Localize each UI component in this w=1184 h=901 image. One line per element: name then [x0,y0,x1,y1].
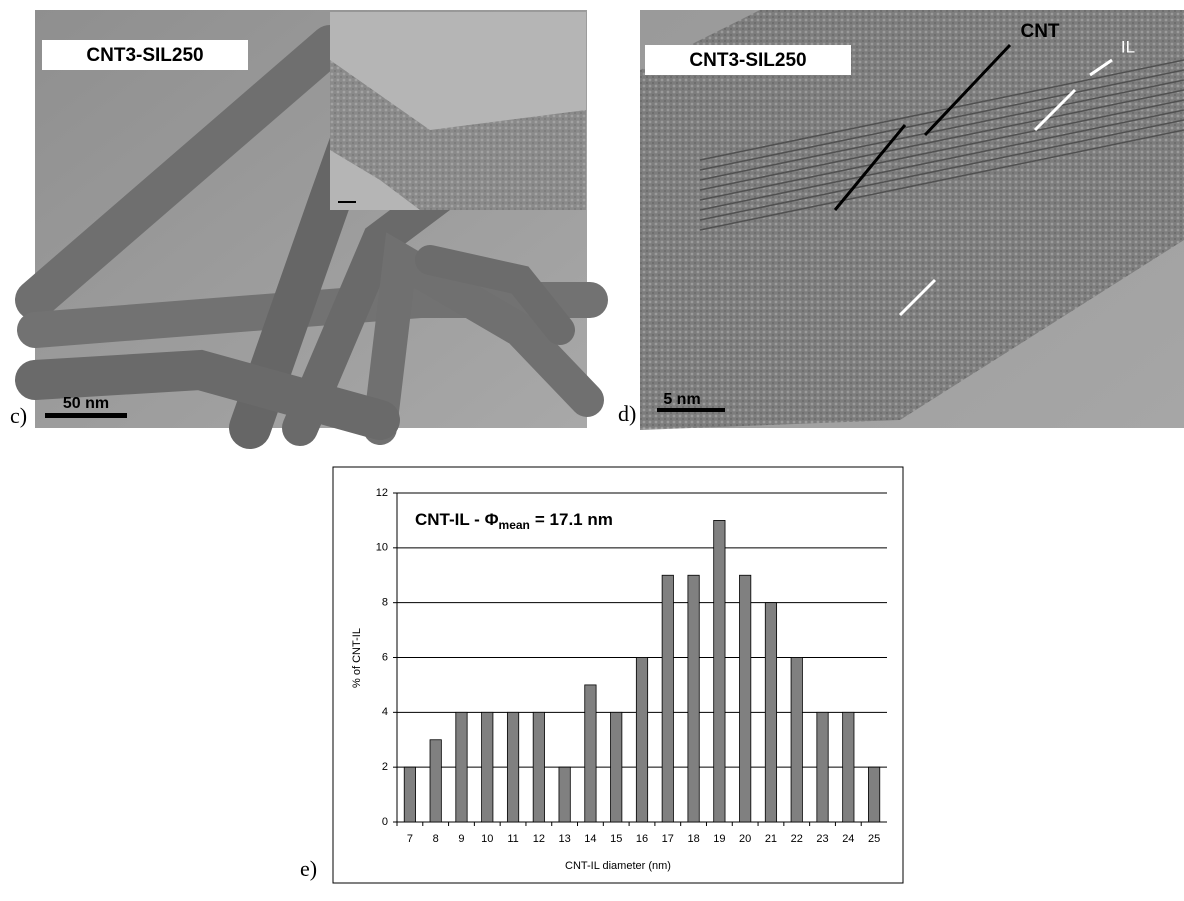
bar [635,657,649,823]
x-tick-label: 10 [481,833,493,845]
lattice-fringes [699,59,1184,231]
x-tick-label: 24 [842,833,854,845]
white-arrows [898,58,1113,317]
scale-label: 5 nm [663,391,700,408]
panel-c: CNT3-SIL250 50 nm c) [10,10,608,449]
x-axis-label: CNT-IL diameter (nm) [565,860,671,872]
x-tick-label: 16 [636,833,648,845]
x-tick-label: 21 [765,833,777,845]
arrow-label: CNT [1020,21,1059,42]
black-arrows [833,43,1012,211]
chart-title: CNT-IL - Φmean = 17.1 nm [415,510,613,532]
bar [455,711,468,823]
bar [403,766,416,823]
bar [584,684,597,823]
x-tick-label: 14 [584,833,596,845]
scale-bar [45,413,127,418]
y-tick-label: 0 [382,816,388,828]
x-tick-label: 18 [687,833,699,845]
bar [713,520,726,823]
sample-label: CNT3-SIL250 [689,50,806,71]
title-suffix: = 17.1 nm [535,510,613,529]
bar [687,574,700,823]
x-tick-label: 22 [791,833,803,845]
bar [558,766,571,823]
bar [481,711,494,823]
x-tick-label: 20 [739,833,751,845]
x-tick-label: 17 [662,833,674,845]
label-box [645,45,851,75]
inset-tube [330,60,586,210]
x-tick-label: 19 [713,833,725,845]
x-tick-label: 12 [533,833,545,845]
panel-letter: d) [618,401,636,426]
title-subscript: mean [499,518,530,532]
sample-label: CNT3-SIL250 [86,45,203,66]
x-tick-label: 25 [868,833,880,845]
scale-label: 50 nm [63,395,109,412]
y-tick-label: 4 [382,706,388,718]
x-tick-label: 23 [816,833,828,845]
y-axis-label: % of CNT-IL [351,628,363,688]
x-tick-label: 8 [433,833,439,845]
bar [506,711,520,823]
x-tick-label: 9 [458,833,464,845]
bar [764,602,778,823]
bar [816,711,829,823]
bar [661,574,674,823]
bar [429,739,442,823]
y-tick-label: 12 [376,487,388,499]
panel-d: CNT IL CNT3-SIL250 5 nm d) [618,10,1184,430]
bar [739,574,752,823]
label-box [42,40,248,70]
x-tick-label: 13 [559,833,571,845]
scale-bar [657,408,725,412]
arrow-label: IL [1121,37,1135,56]
y-tick-label: 6 [382,651,388,663]
y-tick-label: 10 [376,542,388,554]
x-tick-label: 7 [407,833,413,845]
panel-e: e) CNT-IL - Φmean = 17.1 nm CNT-IL diamet… [300,466,904,884]
y-tick-label: 2 [382,761,388,773]
bar [868,766,881,823]
title-main: CNT-IL - Φ [415,510,499,529]
x-tick-label: 11 [507,833,518,845]
panel-letter: c) [10,403,27,428]
bar [842,711,855,823]
bar [790,657,803,823]
bar [532,711,545,823]
y-tick-label: 8 [382,597,388,609]
panel-letter: e) [300,856,317,881]
bar [610,711,623,823]
x-tick-label: 15 [610,833,622,845]
